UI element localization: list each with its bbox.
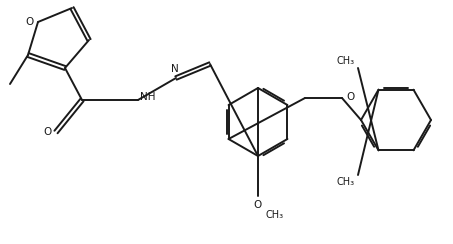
Text: N: N [171, 64, 179, 74]
Text: O: O [346, 92, 354, 102]
Text: CH₃: CH₃ [266, 210, 284, 220]
Text: O: O [254, 200, 262, 210]
Text: NH: NH [140, 92, 155, 102]
Text: O: O [44, 127, 52, 137]
Text: CH₃: CH₃ [337, 56, 355, 66]
Text: O: O [26, 17, 34, 27]
Text: CH₃: CH₃ [337, 177, 355, 187]
